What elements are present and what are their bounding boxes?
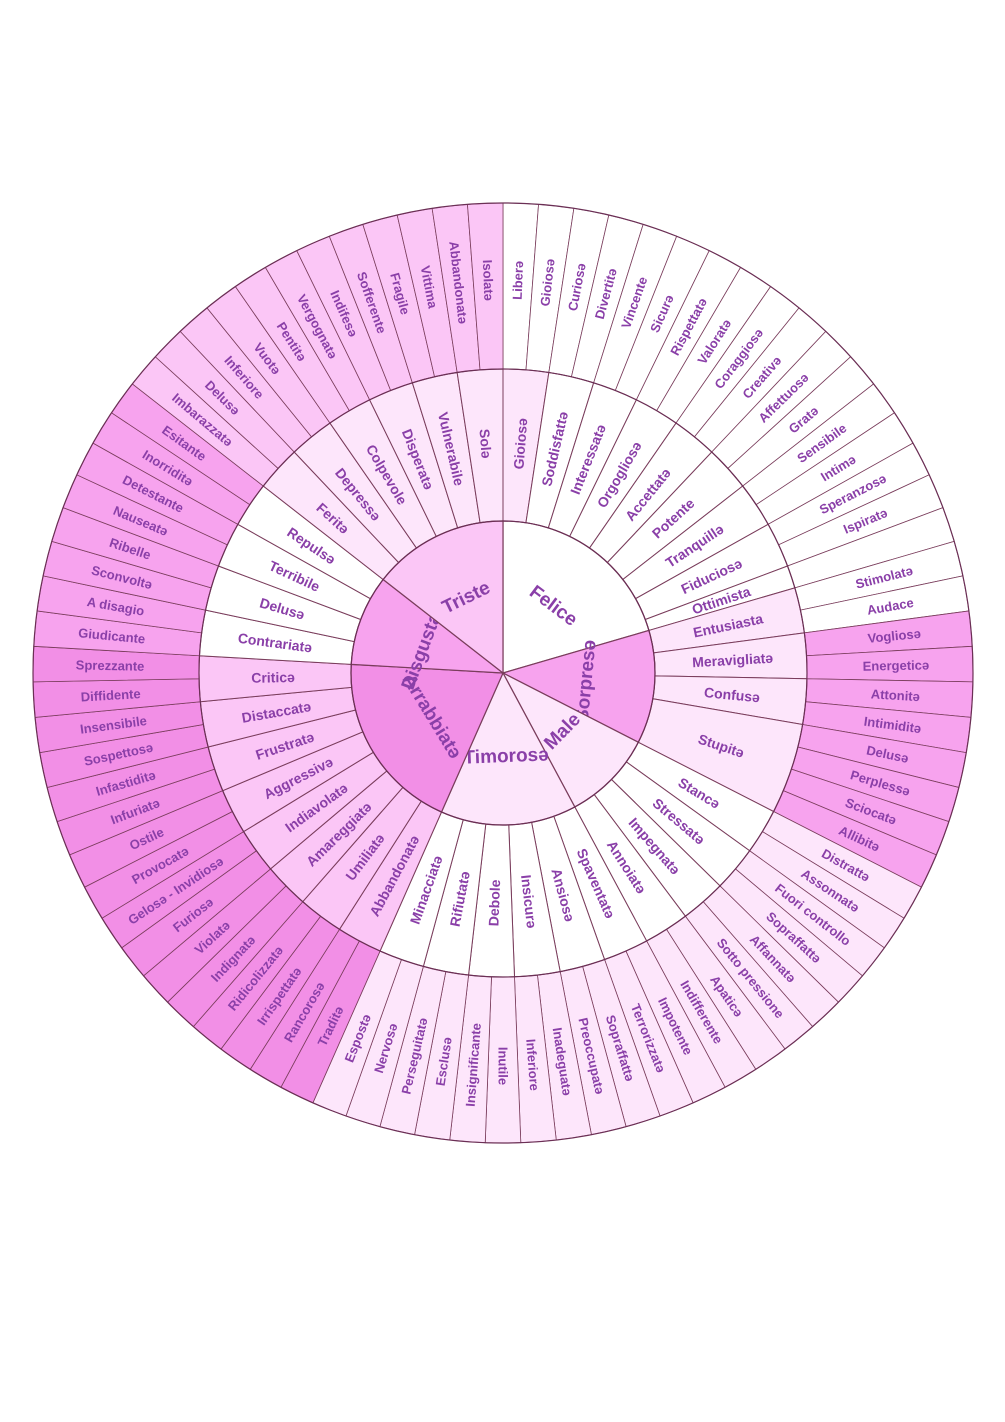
ring-borders — [32, 202, 974, 1144]
sub-emotion-label: Insicurə — [518, 874, 540, 929]
sub-emotion-label: Criticə — [251, 669, 295, 686]
sub-emotion-label: Meravigliatə — [692, 650, 774, 671]
core-emotion-label: Timorosə — [463, 744, 549, 768]
leaf-label: Vogliosə — [867, 626, 921, 646]
leaf-label: Giudicante — [78, 625, 146, 646]
leaf-label: Liberə — [510, 261, 526, 301]
leaf-label: Isolatə — [480, 259, 497, 301]
sub-emotion-label: Confusə — [703, 684, 760, 705]
ring-border — [32, 202, 974, 1144]
leaf-label: Inferiore — [523, 1038, 542, 1091]
sub-emotion-label: Gioiosə — [510, 417, 530, 470]
leaf-label: Esclusə — [433, 1036, 455, 1087]
leaf-label: Attonitə — [870, 686, 920, 704]
middle-ring: Gioiosə SoddisfattəInteressatəOrgogliosəA… — [198, 368, 808, 978]
leaf-label: Inutile — [496, 1047, 511, 1085]
ring-border — [350, 520, 656, 826]
leaf-label: Diffidente — [80, 686, 141, 704]
leaf-label: Sprezzante — [76, 657, 145, 673]
leaf-label: Gioiosə — [537, 258, 557, 307]
sub-emotion-label: Debole — [485, 879, 503, 926]
leaf-label: Energeticə — [863, 657, 930, 673]
sub-emotion-label: Solə — [477, 428, 495, 459]
ring-border — [198, 368, 808, 978]
core-ring: FeliceSorpresəMaleTimorosəArrabbiatəDisg… — [350, 520, 656, 826]
leaf-label: Insignificante — [463, 1023, 484, 1108]
